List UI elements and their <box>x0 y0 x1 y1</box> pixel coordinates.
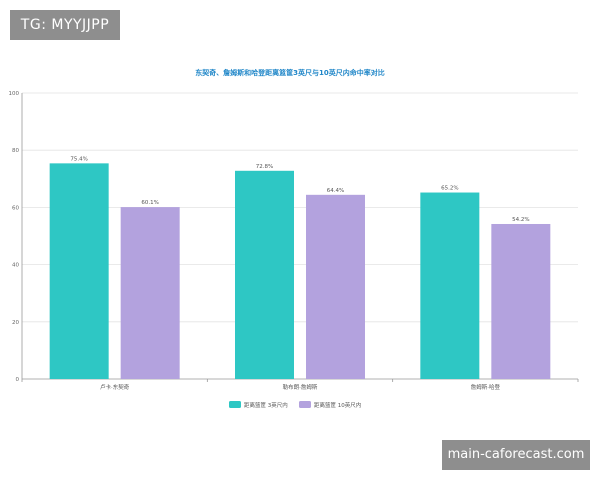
bar[interactable] <box>120 207 180 379</box>
data-label: 65.2% <box>441 186 458 192</box>
bars <box>49 163 551 379</box>
x-tick-label: 詹姆斯·哈登 <box>471 383 501 391</box>
data-label: 54.2% <box>512 217 529 223</box>
y-tick-label: 60 <box>12 205 19 211</box>
axes: 0 20 40 60 80 100 卢卡·东契奇 勒布朗·詹姆斯 詹姆斯·哈登 <box>9 91 579 391</box>
legend-label[interactable]: 距离篮筐 3英尺内 <box>244 401 288 409</box>
bar[interactable] <box>420 192 480 379</box>
legend-swatch[interactable] <box>299 401 311 408</box>
data-label: 60.1% <box>141 200 158 206</box>
legend-label[interactable]: 距离篮筐 10英尺内 <box>314 401 361 409</box>
data-labels: 75.4% 60.1% 72.8% 64.4% 65.2% 54.2% <box>70 156 529 223</box>
x-tick-label: 卢卡·东契奇 <box>100 383 130 391</box>
data-label: 75.4% <box>70 156 87 162</box>
bar[interactable] <box>491 223 551 379</box>
watermark-badge-top: TG: MYYJJPP <box>10 10 120 40</box>
y-tick-label: 40 <box>12 263 19 269</box>
x-tick-label: 勒布朗·詹姆斯 <box>283 383 318 391</box>
y-tick-label: 100 <box>9 91 20 97</box>
watermark-badge-bottom: main-caforecast.com <box>442 440 590 470</box>
chart-title: 东契奇、詹姆斯和哈登距离篮筐3英尺与10英尺内命中率对比 <box>195 68 385 77</box>
gridlines <box>22 92 578 323</box>
bar[interactable] <box>306 194 365 379</box>
y-tick-label: 0 <box>16 377 20 383</box>
bar[interactable] <box>235 170 294 379</box>
y-tick-label: 80 <box>12 148 19 154</box>
legend[interactable]: 距离篮筐 3英尺内 距离篮筐 10英尺内 <box>229 401 361 409</box>
legend-swatch[interactable] <box>229 401 241 408</box>
bar[interactable] <box>49 163 109 379</box>
data-label: 72.8% <box>256 164 273 170</box>
y-tick-label: 20 <box>12 320 19 326</box>
data-label: 64.4% <box>327 188 344 194</box>
